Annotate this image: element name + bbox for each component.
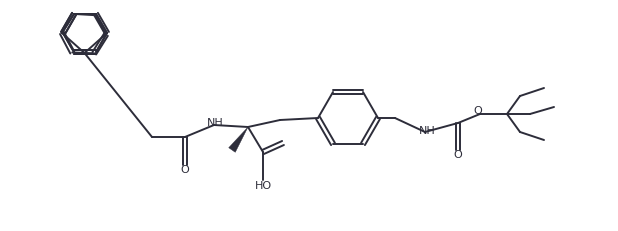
Text: O: O [473, 106, 483, 116]
Text: HO: HO [255, 181, 271, 191]
Text: NH: NH [418, 126, 435, 136]
Text: NH: NH [206, 118, 223, 128]
Text: O: O [454, 150, 462, 160]
Polygon shape [229, 127, 248, 152]
Text: O: O [180, 165, 189, 175]
